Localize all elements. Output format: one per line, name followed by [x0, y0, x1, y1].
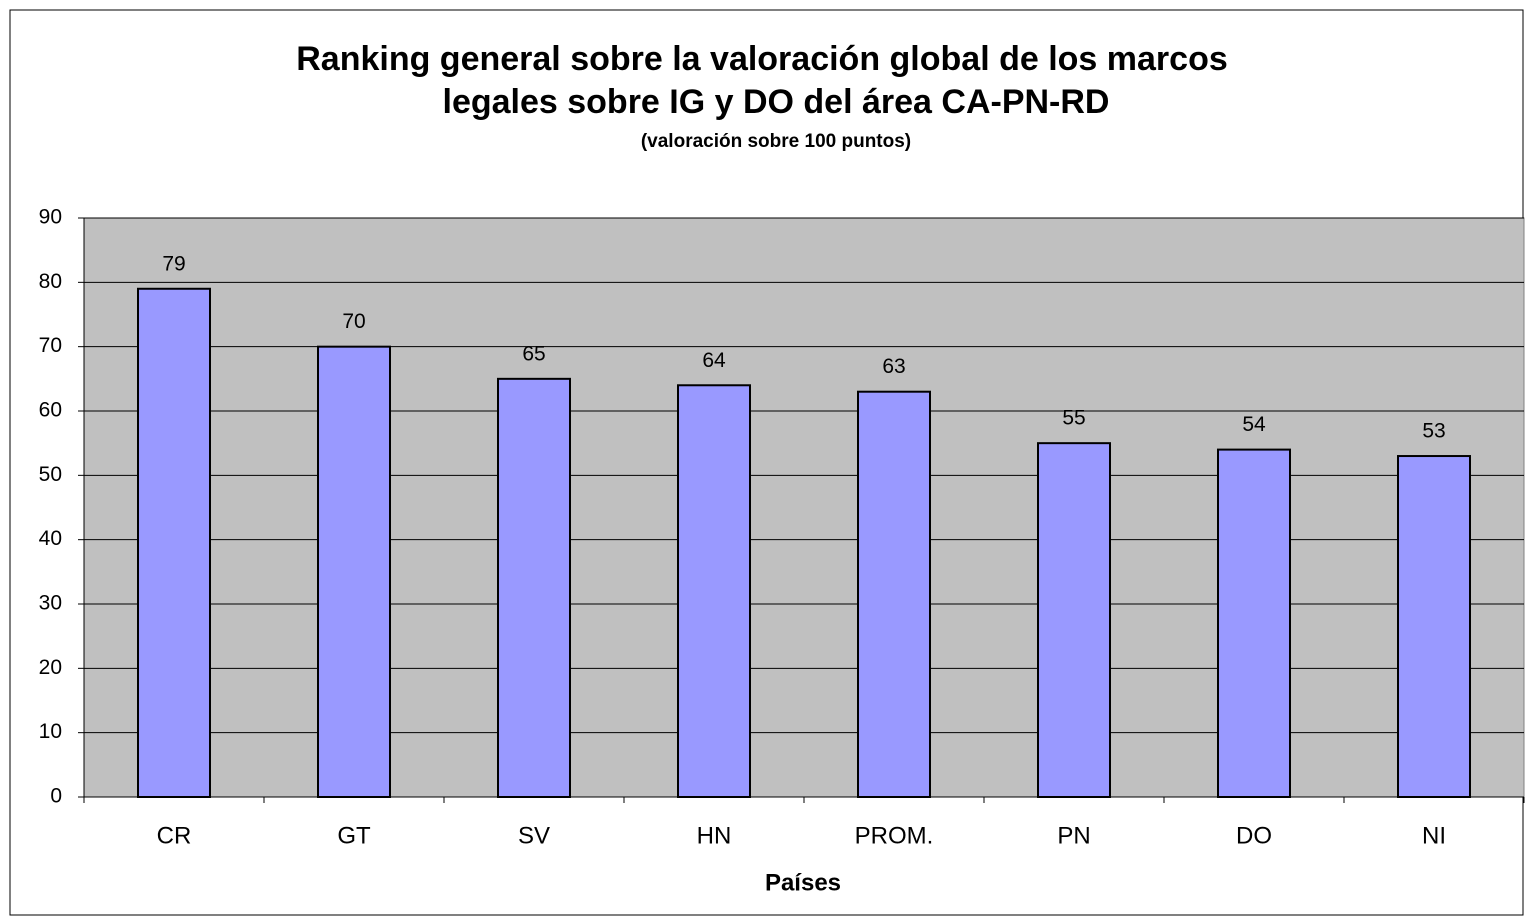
bar [137, 287, 211, 798]
x-tick-label: SV [518, 822, 550, 849]
x-tick-label: PN [1057, 822, 1090, 849]
plot-area [83, 217, 1525, 798]
y-tick-label: 0 [50, 785, 62, 808]
bar [1037, 442, 1111, 798]
x-tick-label: NI [1422, 822, 1446, 849]
y-tick-label: 40 [39, 527, 62, 550]
y-tick-label: 80 [39, 270, 62, 293]
data-label: 63 [882, 355, 905, 378]
y-tick-label: 70 [39, 334, 62, 357]
data-label: 70 [342, 310, 365, 333]
data-label: 79 [162, 252, 185, 275]
data-label: 54 [1242, 413, 1266, 436]
data-label: 53 [1422, 420, 1445, 443]
data-label: 65 [522, 342, 545, 365]
x-tick-label: PROM. [855, 822, 934, 849]
y-tick-label: 10 [39, 720, 62, 743]
chart-title: legales sobre IG y DO del área CA-PN-RD [443, 83, 1110, 121]
y-tick-label: 50 [39, 463, 62, 486]
y-tick-label: 20 [39, 656, 62, 679]
bar [857, 390, 931, 798]
x-tick-label: CR [157, 822, 192, 849]
x-tick-label: HN [697, 822, 732, 849]
chart-title: Ranking general sobre la valoración glob… [296, 40, 1228, 78]
bar [1217, 448, 1291, 798]
data-label: 64 [702, 349, 726, 372]
x-axis-label: Países [765, 869, 841, 896]
x-tick-label: GT [337, 822, 371, 849]
bar [497, 377, 571, 798]
y-tick-label: 60 [39, 399, 62, 422]
bar [677, 384, 751, 798]
bar [1397, 455, 1471, 798]
y-tick-label: 90 [39, 206, 62, 229]
bar [317, 345, 391, 798]
x-tick-label: DO [1236, 822, 1272, 849]
y-tick-label: 30 [39, 592, 62, 615]
data-label: 55 [1062, 407, 1085, 430]
chart-subtitle: (valoración sobre 100 puntos) [641, 131, 911, 152]
